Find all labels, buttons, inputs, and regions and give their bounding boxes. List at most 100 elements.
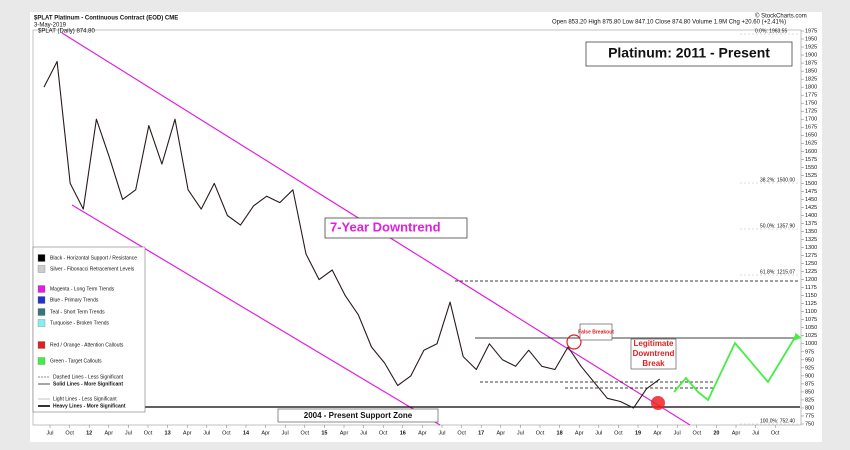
x-tick-label: 14: [243, 430, 250, 436]
y-tick-label: 800: [805, 405, 814, 411]
y-tick-label: 1325: [805, 237, 817, 243]
x-tick-label: Apr: [732, 430, 741, 436]
fib-lines: [740, 33, 800, 425]
legend-note: Solid Lines - More Significant: [53, 381, 123, 387]
x-tick-label: 16: [400, 430, 406, 436]
legend-label: Teal - Short Term Trends: [50, 309, 105, 315]
y-tick-label: 1975: [805, 28, 817, 34]
y-tick-label: 975: [805, 349, 814, 355]
y-tick-label: 1475: [805, 189, 817, 195]
y-tick-label: 1700: [805, 117, 817, 123]
y-tick-label: 1575: [805, 157, 817, 163]
x-tick-label: Oct: [379, 430, 388, 436]
y-tick-label: 1650: [805, 133, 817, 139]
header-quote: Open 853.20 High 875.80 Low 847.10 Close…: [552, 20, 786, 26]
y-tick-label: 1375: [805, 221, 817, 227]
x-tick-label: Oct: [614, 430, 623, 436]
y-tick-label: 1525: [805, 173, 817, 179]
false-breakout-circle: [566, 334, 582, 350]
support-box: [277, 408, 439, 423]
fib-label: 0.0%: 1963.55: [755, 28, 787, 34]
x-tick-label: Apr: [497, 430, 506, 436]
downtrend-box: [324, 217, 468, 239]
y-tick-label: 1950: [805, 36, 817, 42]
x-tick-label: Oct: [222, 430, 231, 436]
y-tick-label: 1125: [805, 301, 817, 307]
legend-box: [32, 246, 146, 413]
fib-label: 100.0%: 752.40: [760, 418, 795, 424]
legend-swatch: [37, 308, 46, 316]
break-box: [630, 338, 677, 370]
chart-title: Platinum: 2011 - Present: [608, 45, 770, 61]
x-tick-label: 18: [557, 430, 563, 436]
x-tick-label: Jul: [674, 430, 681, 436]
y-tick-label: 875: [805, 381, 814, 387]
legend-swatch: [37, 265, 46, 273]
y-tick-label: 1200: [805, 277, 817, 283]
arrowheads: [794, 332, 802, 341]
x-tick-label: 17: [478, 430, 484, 436]
y-tick-label: 1000: [805, 341, 817, 347]
y-tick-label: 1075: [805, 317, 817, 323]
legend-swatch: [37, 341, 46, 349]
fib-labels: 0.0%: 1963.55 38.2%: 1500.00 50.0%: 1357…: [755, 28, 795, 424]
y-tick-label: 1300: [805, 245, 817, 251]
y-tick-label: 1275: [805, 253, 817, 259]
y-tick-label: 1250: [805, 261, 817, 267]
y-tick-label: 1600: [805, 149, 817, 155]
x-tick-label: Oct: [144, 430, 153, 436]
fib-label: 50.0%: 1357.90: [760, 223, 795, 229]
x-tick-label: 12: [86, 430, 92, 436]
x-tick-label: Jul: [595, 430, 602, 436]
y-tick-label: 1825: [805, 77, 817, 83]
y-tick-label: 900: [805, 373, 814, 379]
lower-trend: [71, 204, 441, 426]
x-tick-label: Oct: [693, 430, 702, 436]
y-tick-label: 1725: [805, 109, 817, 115]
fib-label: 38.2%: 1500.00: [760, 177, 795, 183]
y-tick-label: 1900: [805, 53, 817, 59]
price-line: [43, 60, 661, 409]
y-tick-label: 1350: [805, 229, 817, 235]
y-tick-label: 750: [805, 421, 814, 427]
target-path: [673, 333, 798, 402]
y-tick-label: 1775: [805, 93, 817, 99]
x-tick-label: 19: [635, 430, 641, 436]
x-tick-label: Apr: [418, 430, 427, 436]
x-tick-label: 13: [165, 430, 171, 436]
y-tick-label: 1850: [805, 69, 817, 75]
x-tick-label: Oct: [65, 430, 74, 436]
y-tick-label: 1750: [805, 101, 817, 107]
x-tick-label: Jul: [752, 430, 759, 436]
header-date: 3-May-2019: [34, 23, 67, 29]
legend-swatch: [37, 285, 46, 293]
support-label: 2004 - Present Support Zone: [304, 411, 413, 420]
x-tick-label: 20: [713, 430, 719, 436]
fib-label: 61.8%: 1215.07: [760, 269, 795, 275]
x-tick-label: Jul: [203, 430, 210, 436]
y-tick-label: 850: [805, 389, 814, 395]
y-tick-label: 1100: [805, 309, 817, 315]
y-tick-label: 1150: [805, 293, 817, 299]
legend-swatch: [37, 254, 46, 262]
y-tick-label: 1925: [805, 44, 817, 50]
y-tick-label: 825: [805, 397, 814, 403]
header-symbol: $PLAT Platinum - Continuous Contract (EO…: [34, 16, 178, 22]
x-tick-label: Apr: [340, 430, 349, 436]
legend-note: Dashed Lines - Less Significant: [53, 374, 124, 380]
x-tick-label: Apr: [653, 430, 662, 436]
y-tick-label: 1400: [805, 213, 817, 219]
legend-note: Heavy Lines - More Significant: [53, 403, 126, 409]
x-tick-label: Apr: [183, 430, 192, 436]
legend-label: Green - Target Callouts: [50, 358, 102, 364]
y-tick-label: 1550: [805, 165, 817, 171]
y-tick-label: 1450: [805, 197, 817, 203]
x-tick-label: Jul: [517, 430, 524, 436]
x-tick-label: Jul: [360, 430, 367, 436]
false-breakout-box: [579, 323, 613, 341]
y-tick-label: 925: [805, 365, 814, 371]
x-tick-label: Apr: [261, 430, 270, 436]
legend: Black - Horizontal Support / Resistance S…: [37, 254, 137, 409]
legend-label: Magenta - Long Term Trends: [50, 286, 115, 292]
